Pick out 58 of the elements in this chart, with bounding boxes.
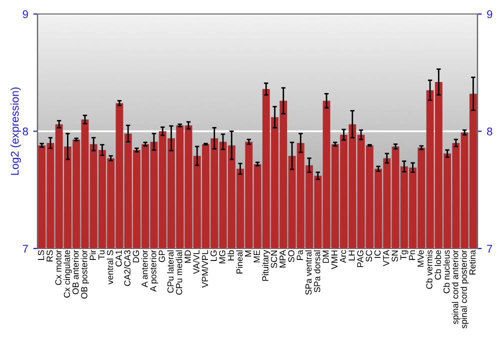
x-tick-label: LS bbox=[38, 250, 44, 260]
x-tick-label: ventral S bbox=[106, 250, 114, 284]
x-tick-label: A posterior bbox=[150, 250, 158, 292]
x-tick-label: Cb lobe bbox=[434, 250, 442, 280]
x-tick-label: SCN bbox=[270, 250, 278, 268]
x-tick-label: MVe bbox=[418, 250, 424, 267]
x-tick-label: DM bbox=[322, 250, 329, 263]
x-tick-label: Pituitary bbox=[262, 250, 270, 281]
x-tick-label: A anterior bbox=[141, 250, 148, 288]
x-tick-label: VPM/VPL bbox=[202, 250, 208, 288]
x-tick-label: Retina bbox=[469, 250, 476, 274]
y-tick-label: 9 bbox=[22, 10, 28, 18]
x-tick-label: MD bbox=[184, 250, 191, 263]
x-tick-label: Tu bbox=[98, 250, 105, 260]
x-tick-label: PAG bbox=[357, 250, 364, 268]
x-tick-label: DG bbox=[132, 250, 140, 262]
x-tick-label: VA/VL bbox=[193, 250, 200, 274]
x-tick-label: SO bbox=[288, 250, 294, 262]
y2-tick-label: 9 bbox=[487, 10, 492, 18]
x-tick-label: MG bbox=[219, 250, 226, 264]
x-tick-label: Tg bbox=[400, 250, 408, 260]
x-tick-label: M bbox=[245, 250, 252, 256]
x-tick-label: OB anterior bbox=[72, 250, 79, 294]
x-tick-label: RS bbox=[46, 250, 53, 262]
x-tick-label: SN bbox=[392, 250, 398, 262]
x-tick-label: spinal cord posterior bbox=[460, 250, 469, 328]
x-tick-label: SC bbox=[366, 250, 372, 262]
y-axis-title: Log2 (expression) bbox=[10, 87, 21, 175]
x-tick-label: spinal cord anterior bbox=[452, 250, 460, 324]
y-tick-label: 7 bbox=[22, 244, 28, 253]
x-tick-label: SPa ventral bbox=[305, 250, 312, 295]
y2-tick-label: 7 bbox=[487, 244, 492, 253]
x-tick-label: Hb bbox=[228, 250, 234, 260]
x-tick-label: GP bbox=[158, 250, 165, 262]
x-tick-label: Cb vermis bbox=[426, 250, 432, 289]
x-tick-label: Pineal bbox=[236, 250, 243, 274]
x-tick-label: LH bbox=[348, 250, 355, 260]
x-tick-label: CA1 bbox=[116, 250, 122, 266]
x-tick-label: LG bbox=[210, 250, 217, 261]
x-tick-label: VMH bbox=[331, 250, 338, 270]
x-tick-label: VTA bbox=[383, 250, 390, 266]
x-tick-label: SPa dorsal bbox=[314, 250, 320, 292]
x-tick-label: Pn bbox=[409, 250, 416, 260]
x-tick-label: MPA bbox=[280, 250, 286, 268]
x-tick-label: OB posterior bbox=[80, 250, 90, 299]
y2-tick-label: 8 bbox=[487, 128, 492, 136]
x-tick-label: CPu medial bbox=[176, 250, 182, 295]
x-tick-label: Arc bbox=[340, 250, 346, 263]
x-tick-label: CPu lateral bbox=[167, 250, 174, 293]
x-tick-label: Cx cingulate bbox=[64, 250, 72, 298]
x-tick-label: CA2/CA3 bbox=[124, 250, 130, 286]
x-tick-label: IC bbox=[374, 250, 381, 258]
x-tick-label: Cx motor bbox=[55, 250, 62, 285]
x-tick-label: Cb nucleus bbox=[443, 250, 450, 294]
x-tick-label: Pa bbox=[296, 250, 303, 260]
x-tick-label: Pir bbox=[90, 250, 96, 260]
y-tick-label: 8 bbox=[22, 128, 28, 136]
x-tick-label: ME bbox=[254, 250, 260, 262]
